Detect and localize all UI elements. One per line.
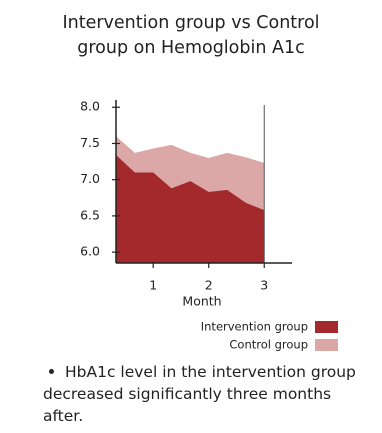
note-text: HbA1c level in the intervention group de… [43,363,356,425]
x-tick-label: 1 [149,278,157,293]
x-axis-label: Month [182,294,221,309]
x-tick-label: 3 [260,278,268,293]
y-tick-label: 7.0 [80,171,100,186]
legend-swatch [315,321,338,333]
area [116,155,265,263]
legend-swatch [315,339,338,351]
legend-label: Control group [229,338,308,352]
bullet [49,369,54,374]
x-tick-label: 2 [205,278,213,293]
y-tick-label: 8.0 [80,99,100,114]
chart: 6.0 6.5 7.0 7.5 8.0 1 2 3 Month Intervention grou… [80,99,338,352]
chart-title: Intervention group vs Control group on H… [62,13,320,58]
y-tick-label: 7.5 [80,135,100,150]
y-tick-label: 6.5 [80,207,100,222]
legend-label: Intervention group [201,320,308,334]
y-tick-label: 6.0 [80,244,100,259]
